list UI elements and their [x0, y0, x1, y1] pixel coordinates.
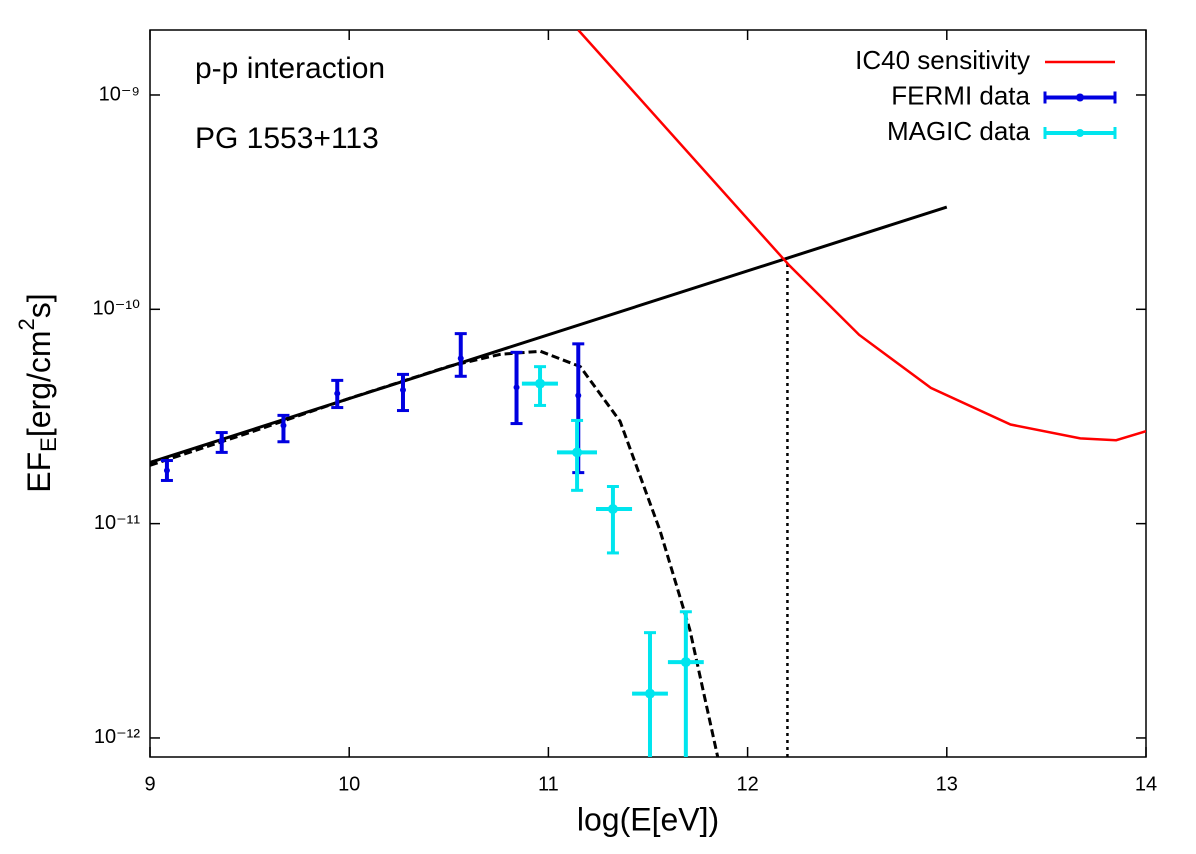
y-label-part: s]: [21, 293, 57, 318]
x-axis-label: log(E[eV]): [577, 801, 719, 837]
legend-point: [1076, 129, 1084, 137]
y-label-part: [erg/cm: [21, 330, 57, 437]
data-point: [535, 378, 546, 389]
data-point: [680, 657, 691, 668]
x-tick-label: 13: [936, 773, 958, 795]
y-tick-label: 10⁻¹¹: [94, 512, 140, 534]
data-point: [572, 447, 583, 458]
y-label-sup: 2: [14, 318, 39, 330]
y-tick-label: 10⁻⁹: [99, 83, 140, 105]
data-point: [607, 504, 618, 515]
x-tick-label: 11: [538, 773, 559, 795]
data-point: [163, 467, 170, 474]
x-tick-label: 9: [144, 773, 155, 795]
x-tick-label: 10: [338, 773, 360, 795]
data-point: [457, 355, 464, 362]
data-point: [399, 387, 406, 394]
x-tick-label: 12: [736, 773, 758, 795]
x-tick-label: 14: [1135, 773, 1157, 795]
legend-point: [1076, 93, 1084, 102]
data-point: [218, 437, 225, 444]
data-point: [644, 688, 655, 699]
legend-label: MAGIC data: [887, 116, 1031, 146]
data-point: [280, 422, 287, 429]
data-point: [334, 390, 341, 397]
y-axis-label: EFE[erg/cm2s]: [14, 293, 61, 492]
data-point: [575, 392, 582, 399]
y-tick-label: 10⁻¹⁰: [93, 298, 140, 320]
model-curve: [150, 349, 720, 757]
plot-area: [150, 30, 1146, 757]
y-label-part: EF: [21, 452, 57, 493]
annotation: PG 1553+113: [195, 122, 379, 155]
annotation: p-p interaction: [195, 52, 385, 85]
sensitivity-line: [577, 30, 1146, 442]
data-point: [513, 384, 520, 391]
legend-label: IC40 sensitivity: [855, 45, 1030, 75]
model-curve: [150, 205, 948, 464]
legend-label: FERMI data: [891, 80, 1030, 110]
y-label-sub: E: [36, 437, 61, 452]
y-tick-label: 10⁻¹²: [94, 726, 140, 748]
